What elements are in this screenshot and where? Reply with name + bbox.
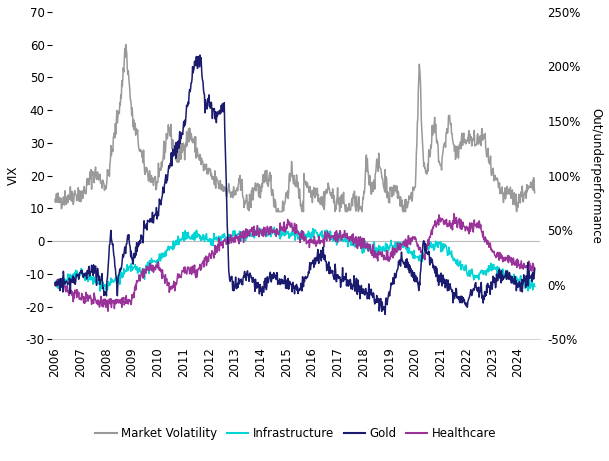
Legend: Market Volatility, Infrastructure, Gold, Healthcare: Market Volatility, Infrastructure, Gold,…: [91, 422, 501, 445]
Y-axis label: Out/underperformance: Out/underperformance: [589, 108, 602, 243]
Y-axis label: VIX: VIX: [7, 166, 20, 185]
